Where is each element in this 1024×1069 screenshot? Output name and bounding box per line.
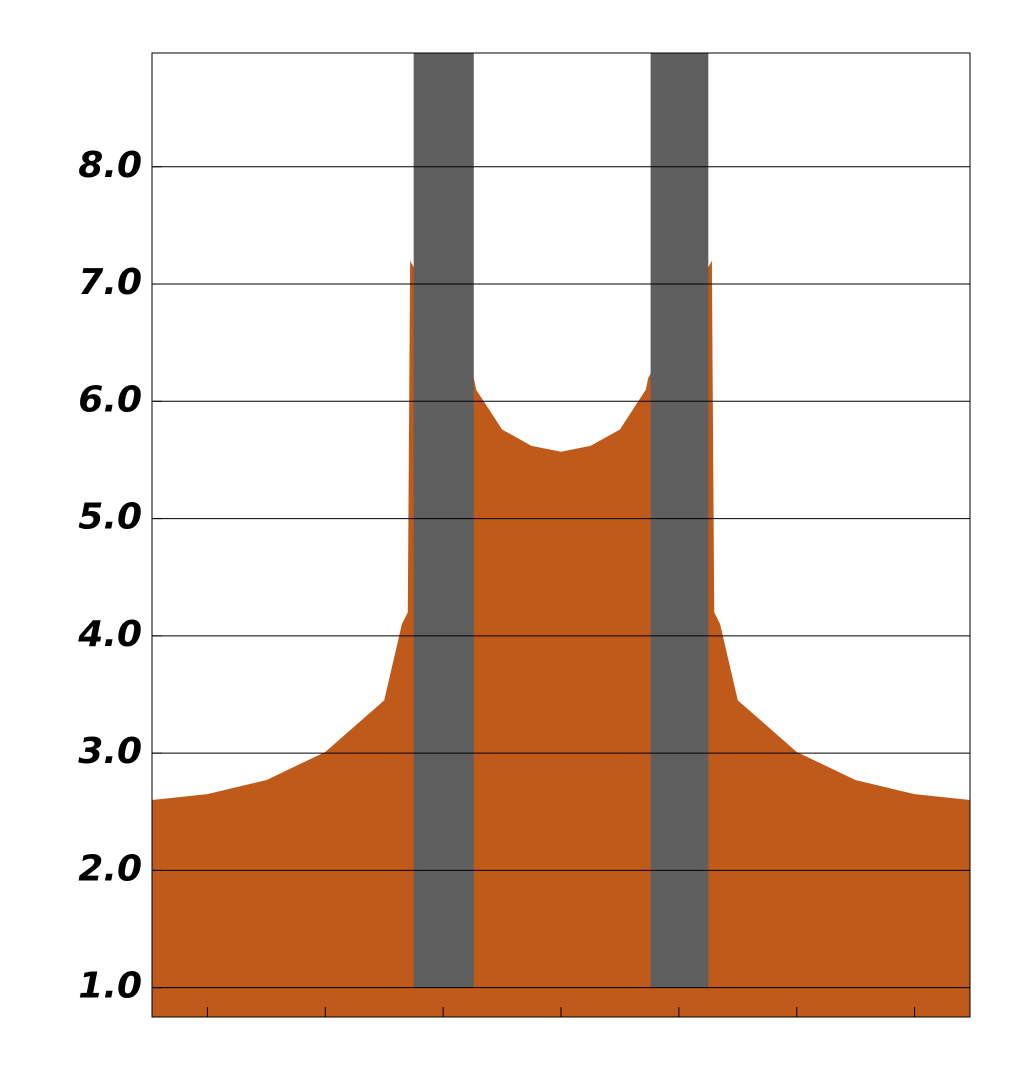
- y-tick-label: 7.0: [78, 262, 142, 303]
- fluid-area: [152, 260, 970, 1017]
- y-tick-label: 5.0: [78, 497, 142, 538]
- y-tick-label: 6.0: [78, 379, 142, 420]
- y-tick-label: 3.0: [78, 731, 142, 772]
- y-tick-label: 4.0: [77, 614, 142, 655]
- plate: [413, 53, 474, 988]
- plate: [650, 53, 709, 988]
- plot-frame: [151, 52, 971, 1018]
- y-tick-label: 1.0: [78, 966, 142, 1007]
- y-tick-label: 8.0: [78, 145, 142, 186]
- y-tick-label: 2.0: [78, 848, 142, 889]
